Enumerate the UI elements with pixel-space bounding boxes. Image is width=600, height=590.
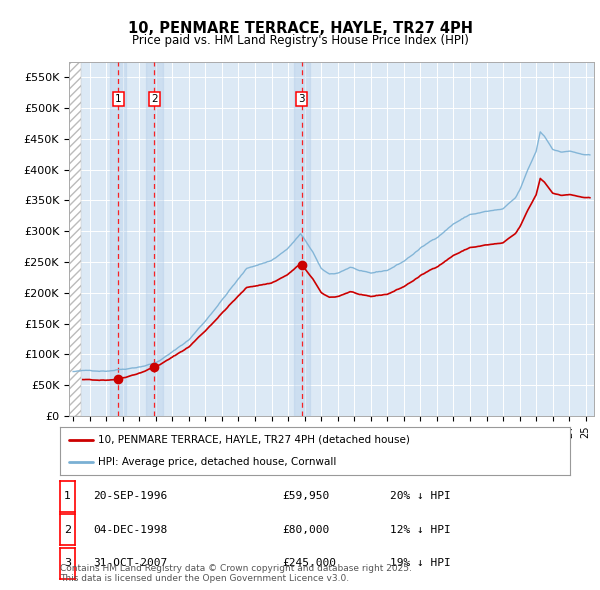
Text: 1: 1	[115, 94, 121, 104]
Text: 04-DEC-1998: 04-DEC-1998	[93, 525, 167, 535]
Text: 2: 2	[151, 94, 158, 104]
Text: 20-SEP-1996: 20-SEP-1996	[93, 491, 167, 501]
Text: £80,000: £80,000	[282, 525, 329, 535]
Text: 3: 3	[64, 559, 71, 568]
Text: 10, PENMARE TERRACE, HAYLE, TR27 4PH: 10, PENMARE TERRACE, HAYLE, TR27 4PH	[128, 21, 473, 35]
Text: HPI: Average price, detached house, Cornwall: HPI: Average price, detached house, Corn…	[98, 457, 337, 467]
Text: 2: 2	[64, 525, 71, 535]
Text: 19% ↓ HPI: 19% ↓ HPI	[390, 559, 451, 568]
Text: 10, PENMARE TERRACE, HAYLE, TR27 4PH (detached house): 10, PENMARE TERRACE, HAYLE, TR27 4PH (de…	[98, 435, 410, 445]
Text: £59,950: £59,950	[282, 491, 329, 501]
Bar	[293, 62, 310, 416]
Text: 3: 3	[299, 94, 305, 104]
Text: 20% ↓ HPI: 20% ↓ HPI	[390, 491, 451, 501]
Text: Contains HM Land Registry data © Crown copyright and database right 2025.
This d: Contains HM Land Registry data © Crown c…	[60, 563, 412, 583]
Text: Price paid vs. HM Land Registry's House Price Index (HPI): Price paid vs. HM Land Registry's House …	[131, 34, 469, 47]
Bar	[110, 62, 127, 416]
Text: 12% ↓ HPI: 12% ↓ HPI	[390, 525, 451, 535]
Bar	[146, 62, 163, 416]
Text: 1: 1	[64, 491, 71, 501]
Text: £245,000: £245,000	[282, 559, 336, 568]
Text: 31-OCT-2007: 31-OCT-2007	[93, 559, 167, 568]
